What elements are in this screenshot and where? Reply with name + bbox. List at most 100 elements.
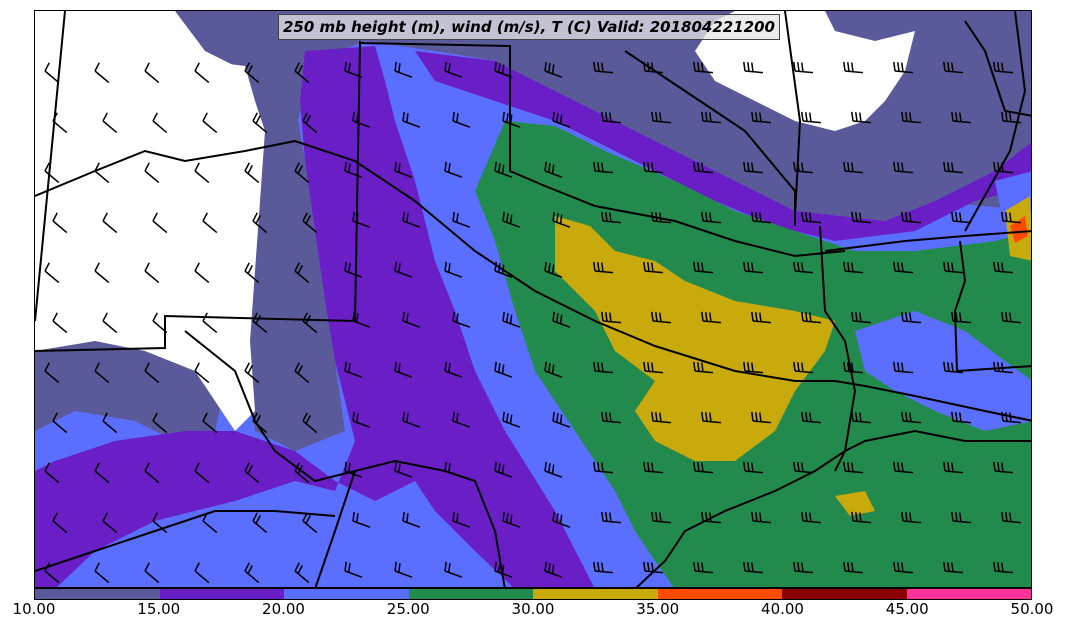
colorbar-tick-label: 50.00 (1010, 600, 1054, 618)
wind-barb (444, 61, 463, 78)
wind-barb (901, 111, 921, 124)
wind-barb (843, 561, 863, 574)
wind-barb (194, 462, 210, 484)
wind-barb (993, 261, 1013, 274)
wind-barb (352, 511, 371, 528)
wind-barb (701, 311, 721, 324)
wind-barb (951, 111, 971, 124)
colorbar-bin-30-35 (533, 589, 658, 599)
wind-barb (152, 412, 168, 434)
calm-west (35, 11, 265, 431)
wind-barb (294, 262, 310, 284)
map-panel (34, 10, 1032, 588)
wind-barb (494, 161, 513, 178)
wind-barb (394, 61, 413, 78)
wind-barb (951, 311, 971, 324)
region-20-25-east-patch (855, 311, 1031, 431)
wind-barb (751, 111, 771, 124)
colorbar-tick-label: 25.00 (386, 600, 430, 618)
wind-barb (851, 111, 871, 124)
colorbar-tick-label: 30.00 (511, 600, 555, 618)
wind-barb (943, 61, 963, 74)
wind-barb (202, 412, 218, 434)
wind-barb (244, 562, 260, 584)
wind-barb (494, 261, 513, 278)
wind-barb (743, 561, 763, 574)
wind-barb (352, 411, 371, 428)
wind-barb (94, 462, 110, 484)
wind-barb (743, 161, 763, 174)
wind-barb (901, 211, 921, 224)
wind-barb (202, 212, 218, 234)
wind-barb (252, 212, 268, 234)
region-10-15-west (235, 101, 345, 451)
wind-barb (593, 261, 613, 274)
wind-barb (552, 511, 571, 528)
wind-barb (943, 561, 963, 574)
wind-barb (144, 562, 160, 584)
wind-barb (294, 462, 310, 484)
wind-barb (743, 61, 763, 74)
wind-barb (743, 261, 763, 274)
wind-barb (544, 561, 563, 578)
wind-speed-map (35, 11, 1031, 587)
wind-barb (344, 561, 363, 578)
wind-barb (693, 461, 713, 474)
wind-barb (851, 511, 871, 524)
wind-barb (352, 111, 371, 128)
colorbar-bin-45-50 (906, 589, 1031, 599)
wind-barb (294, 162, 310, 184)
wind-barb (202, 312, 218, 334)
wind-barb (502, 211, 521, 228)
wind-barb (102, 212, 118, 234)
wind-barb (893, 361, 913, 374)
wind-barb (444, 561, 463, 578)
wind-barb (202, 112, 218, 134)
wind-barb (593, 561, 613, 574)
wind-barb (144, 262, 160, 284)
wind-barb (601, 411, 621, 424)
wind-barb (1001, 311, 1021, 324)
wind-barb (552, 411, 571, 428)
wind-barb (52, 312, 68, 334)
wind-barb (244, 362, 260, 384)
region-15-20-north (415, 51, 1031, 241)
wind-barb (793, 361, 813, 374)
wind-barb (44, 262, 60, 284)
wind-barb (793, 461, 813, 474)
colorbar-tick-label: 40.00 (761, 600, 804, 618)
wind-barb (593, 461, 613, 474)
colorbar (34, 588, 1032, 600)
wind-barb (643, 461, 663, 474)
wind-barb (494, 461, 513, 478)
wind-barb (593, 61, 613, 74)
wind-barb (244, 62, 260, 84)
wind-barb (344, 361, 363, 378)
wind-barb (44, 162, 60, 184)
wind-barb (693, 561, 713, 574)
wind-barb (44, 562, 60, 584)
wind-barb (194, 162, 210, 184)
wind-barb (901, 311, 921, 324)
wind-barb (901, 411, 921, 424)
wind-barb (1001, 411, 1021, 424)
wind-barb (44, 62, 60, 84)
wind-barb (801, 411, 821, 424)
wind-barb (144, 162, 160, 184)
wind-barb (851, 211, 871, 224)
wind-barb (352, 211, 371, 228)
wind-barb (302, 312, 318, 334)
wind-barb (502, 111, 521, 128)
colorbar-bin-25-30 (408, 589, 533, 599)
wind-barb (244, 262, 260, 284)
wind-barb (394, 361, 413, 378)
wind-barb (893, 261, 913, 274)
wind-barb (593, 161, 613, 174)
wind-barb (801, 111, 821, 124)
region-30-35-se (835, 491, 875, 516)
wind-barb (552, 111, 571, 128)
wind-barb (701, 411, 721, 424)
wind-barb (444, 461, 463, 478)
wind-barb (843, 161, 863, 174)
colorbar-tick-label: 35.00 (636, 600, 680, 618)
